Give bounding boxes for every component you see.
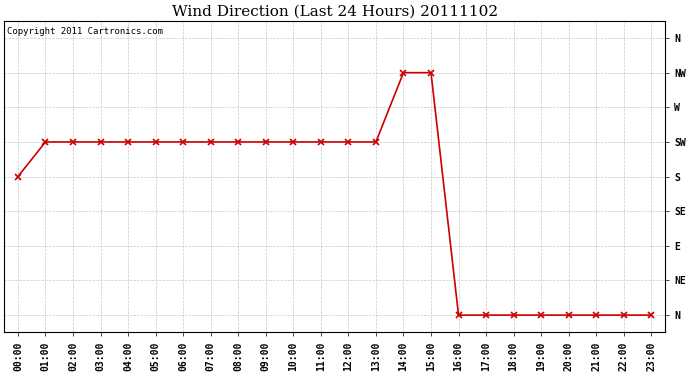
- Text: Copyright 2011 Cartronics.com: Copyright 2011 Cartronics.com: [8, 27, 164, 36]
- Title: Wind Direction (Last 24 Hours) 20111102: Wind Direction (Last 24 Hours) 20111102: [172, 4, 497, 18]
